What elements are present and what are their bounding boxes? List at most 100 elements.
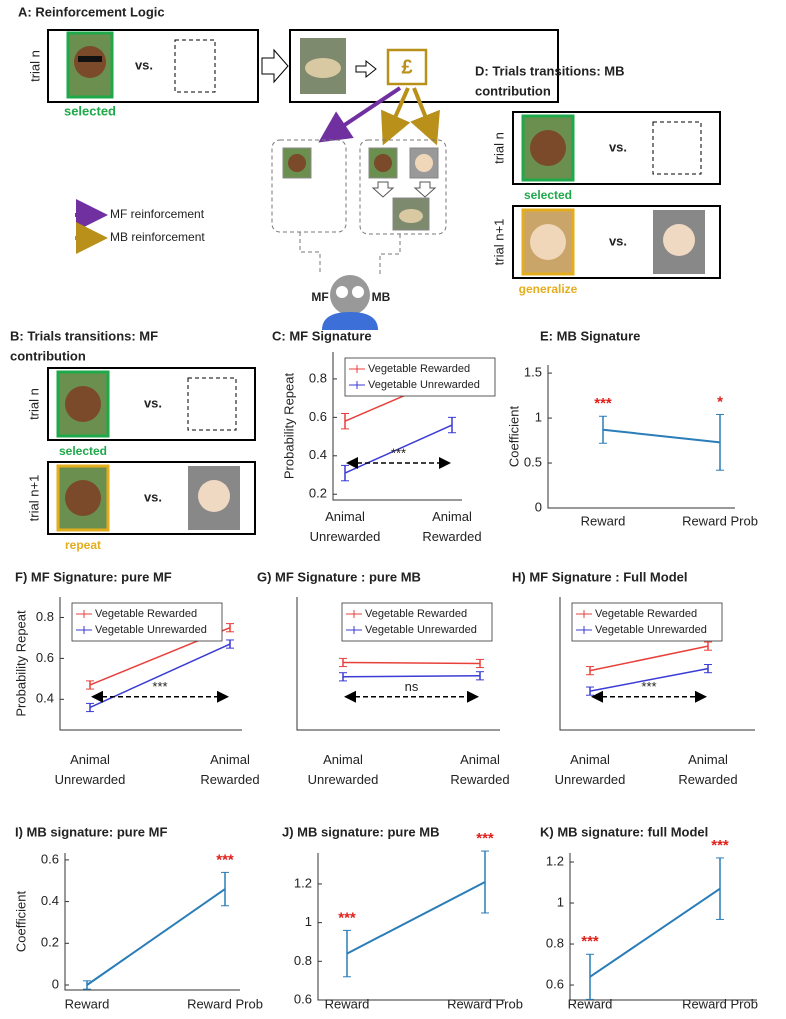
vs-label: vs. <box>135 57 153 72</box>
system-label: MF <box>311 290 328 304</box>
y-tick-label: 1.2 <box>294 875 312 890</box>
legend-label: Vegetable Rewarded <box>365 608 467 620</box>
annotation: *** <box>391 445 406 460</box>
axes <box>65 853 240 990</box>
trial-tag: selected <box>524 188 572 202</box>
y-tick-label: 0.2 <box>309 486 327 501</box>
legend-label: Vegetable Unrewarded <box>368 379 480 391</box>
trial-tag: repeat <box>65 538 101 552</box>
series-line <box>343 676 480 677</box>
y-tick-label: 0.8 <box>309 370 327 385</box>
system-label: MB <box>372 290 391 304</box>
y-tick-label: 1 <box>557 894 564 909</box>
significance: *** <box>711 837 729 854</box>
y-tick-label: 0.6 <box>294 991 312 1006</box>
y-tick-label: 0.6 <box>546 976 564 991</box>
y-tick-label: 1.2 <box>546 853 564 868</box>
y-axis-label: Coefficient <box>13 891 28 953</box>
legend-label: Vegetable Unrewarded <box>595 624 707 636</box>
series-line <box>347 882 485 954</box>
y-tick-label: 1.5 <box>524 365 542 380</box>
panel-title: contribution <box>10 348 86 363</box>
series-line <box>590 889 720 977</box>
vs-label: vs. <box>609 139 627 154</box>
trial-tag: generalize <box>519 282 578 296</box>
face-head <box>530 130 566 166</box>
vs-label: vs. <box>609 233 627 248</box>
currency: £ <box>401 56 412 78</box>
other-head <box>663 224 695 256</box>
legend-label: Vegetable Rewarded <box>595 608 697 620</box>
series-line <box>590 646 708 671</box>
y-axis-label: Coefficient <box>506 406 521 468</box>
y-axis-label: Probability Repeat <box>13 610 28 717</box>
significance: *** <box>216 851 234 868</box>
chart-title: I) MB signature: pure MF <box>15 824 167 839</box>
trial-label: trial n+1 <box>491 219 506 266</box>
panel-title: contribution <box>475 83 551 98</box>
chart-title: E: MB Signature <box>540 328 640 343</box>
x-tick-label: Reward <box>65 996 110 1011</box>
y-tick-label: 0.8 <box>546 935 564 950</box>
trial-label: trial n <box>27 50 42 82</box>
chart-title: G) MF Signature : pure MB <box>257 569 421 584</box>
x-tick-label: AnimalUnrewarded <box>308 752 379 787</box>
axes <box>548 365 735 508</box>
y-tick-label: 0.4 <box>36 691 54 706</box>
trial-tag: selected <box>59 444 107 458</box>
legend-label: Vegetable Rewarded <box>368 363 470 375</box>
chart-title: J) MB signature: pure MB <box>282 824 439 839</box>
legend-label: MF reinforcement <box>110 207 205 221</box>
y-tick-label: 0.5 <box>524 454 542 469</box>
face-head <box>65 480 101 516</box>
legend-label: Vegetable Unrewarded <box>365 624 477 636</box>
y-tick-label: 0 <box>535 499 542 514</box>
panel-title: B: Trials transitions: MF <box>10 328 158 343</box>
y-tick-label: 1 <box>535 410 542 425</box>
trial-label: trial n+1 <box>26 475 41 522</box>
x-tick-label: AnimalRewarded <box>450 752 509 787</box>
trial-label: trial n <box>26 388 41 420</box>
vs-label: vs. <box>144 395 162 410</box>
y-tick-label: 0 <box>52 976 59 991</box>
legend-label: Vegetable Unrewarded <box>95 624 207 636</box>
annotation: *** <box>641 679 656 694</box>
chart-title: C: MF Signature <box>272 328 372 343</box>
y-tick-label: 0.6 <box>309 409 327 424</box>
series-line <box>343 662 480 663</box>
significance: * <box>717 393 723 410</box>
y-tick-label: 0.4 <box>41 893 59 908</box>
panel-title: A: Reinforcement Logic <box>18 4 165 19</box>
y-tick-label: 0.2 <box>41 935 59 950</box>
series-line <box>87 889 225 985</box>
significance: *** <box>476 830 494 847</box>
x-tick-label: Reward <box>581 513 626 528</box>
x-tick-label: Reward <box>325 996 370 1011</box>
empty-option <box>653 122 701 174</box>
selected-tag: selected <box>64 103 116 118</box>
empty-option <box>188 378 236 430</box>
trial-label: trial n <box>491 132 506 164</box>
series-line <box>603 430 720 443</box>
face-head <box>65 386 101 422</box>
y-tick-label: 1 <box>305 914 312 929</box>
vs-label: vs. <box>144 489 162 504</box>
chart-title: H) MF Signature : Full Model <box>512 569 688 584</box>
panel-title: D: Trials transitions: MB <box>475 63 625 78</box>
chart-title: K) MB signature: full Model <box>540 824 708 839</box>
chart-title: F) MF Signature: pure MF <box>15 569 172 584</box>
significance: *** <box>594 395 612 412</box>
legend-label: MB reinforcement <box>110 230 205 244</box>
significance: *** <box>581 933 599 950</box>
y-tick-label: 0.8 <box>294 953 312 968</box>
legend-label: Vegetable Rewarded <box>95 608 197 620</box>
x-tick-label: Reward Prob <box>447 996 523 1011</box>
x-tick-label: Reward Prob <box>682 513 758 528</box>
y-tick-label: 0.4 <box>309 447 327 462</box>
x-tick-label: Reward Prob <box>187 996 263 1011</box>
significance: *** <box>338 909 356 926</box>
